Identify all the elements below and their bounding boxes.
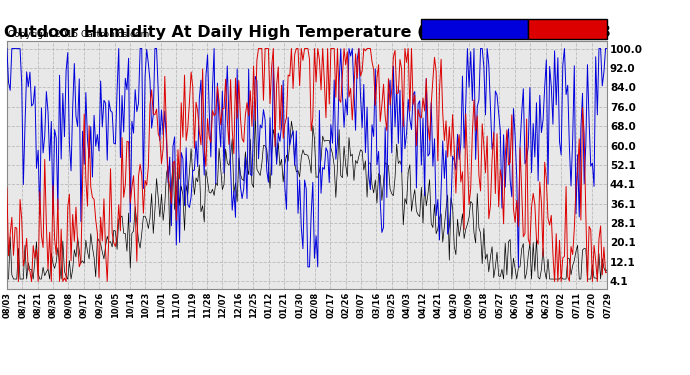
Text: Copyright 2015 Cartronics.com: Copyright 2015 Cartronics.com <box>8 30 150 39</box>
Text: Temp (°F): Temp (°F) <box>541 24 594 34</box>
Title: Outdoor Humidity At Daily High Temperature (Past Year) 20150803: Outdoor Humidity At Daily High Temperatu… <box>3 25 611 40</box>
Text: Humidity (%): Humidity (%) <box>438 24 511 34</box>
